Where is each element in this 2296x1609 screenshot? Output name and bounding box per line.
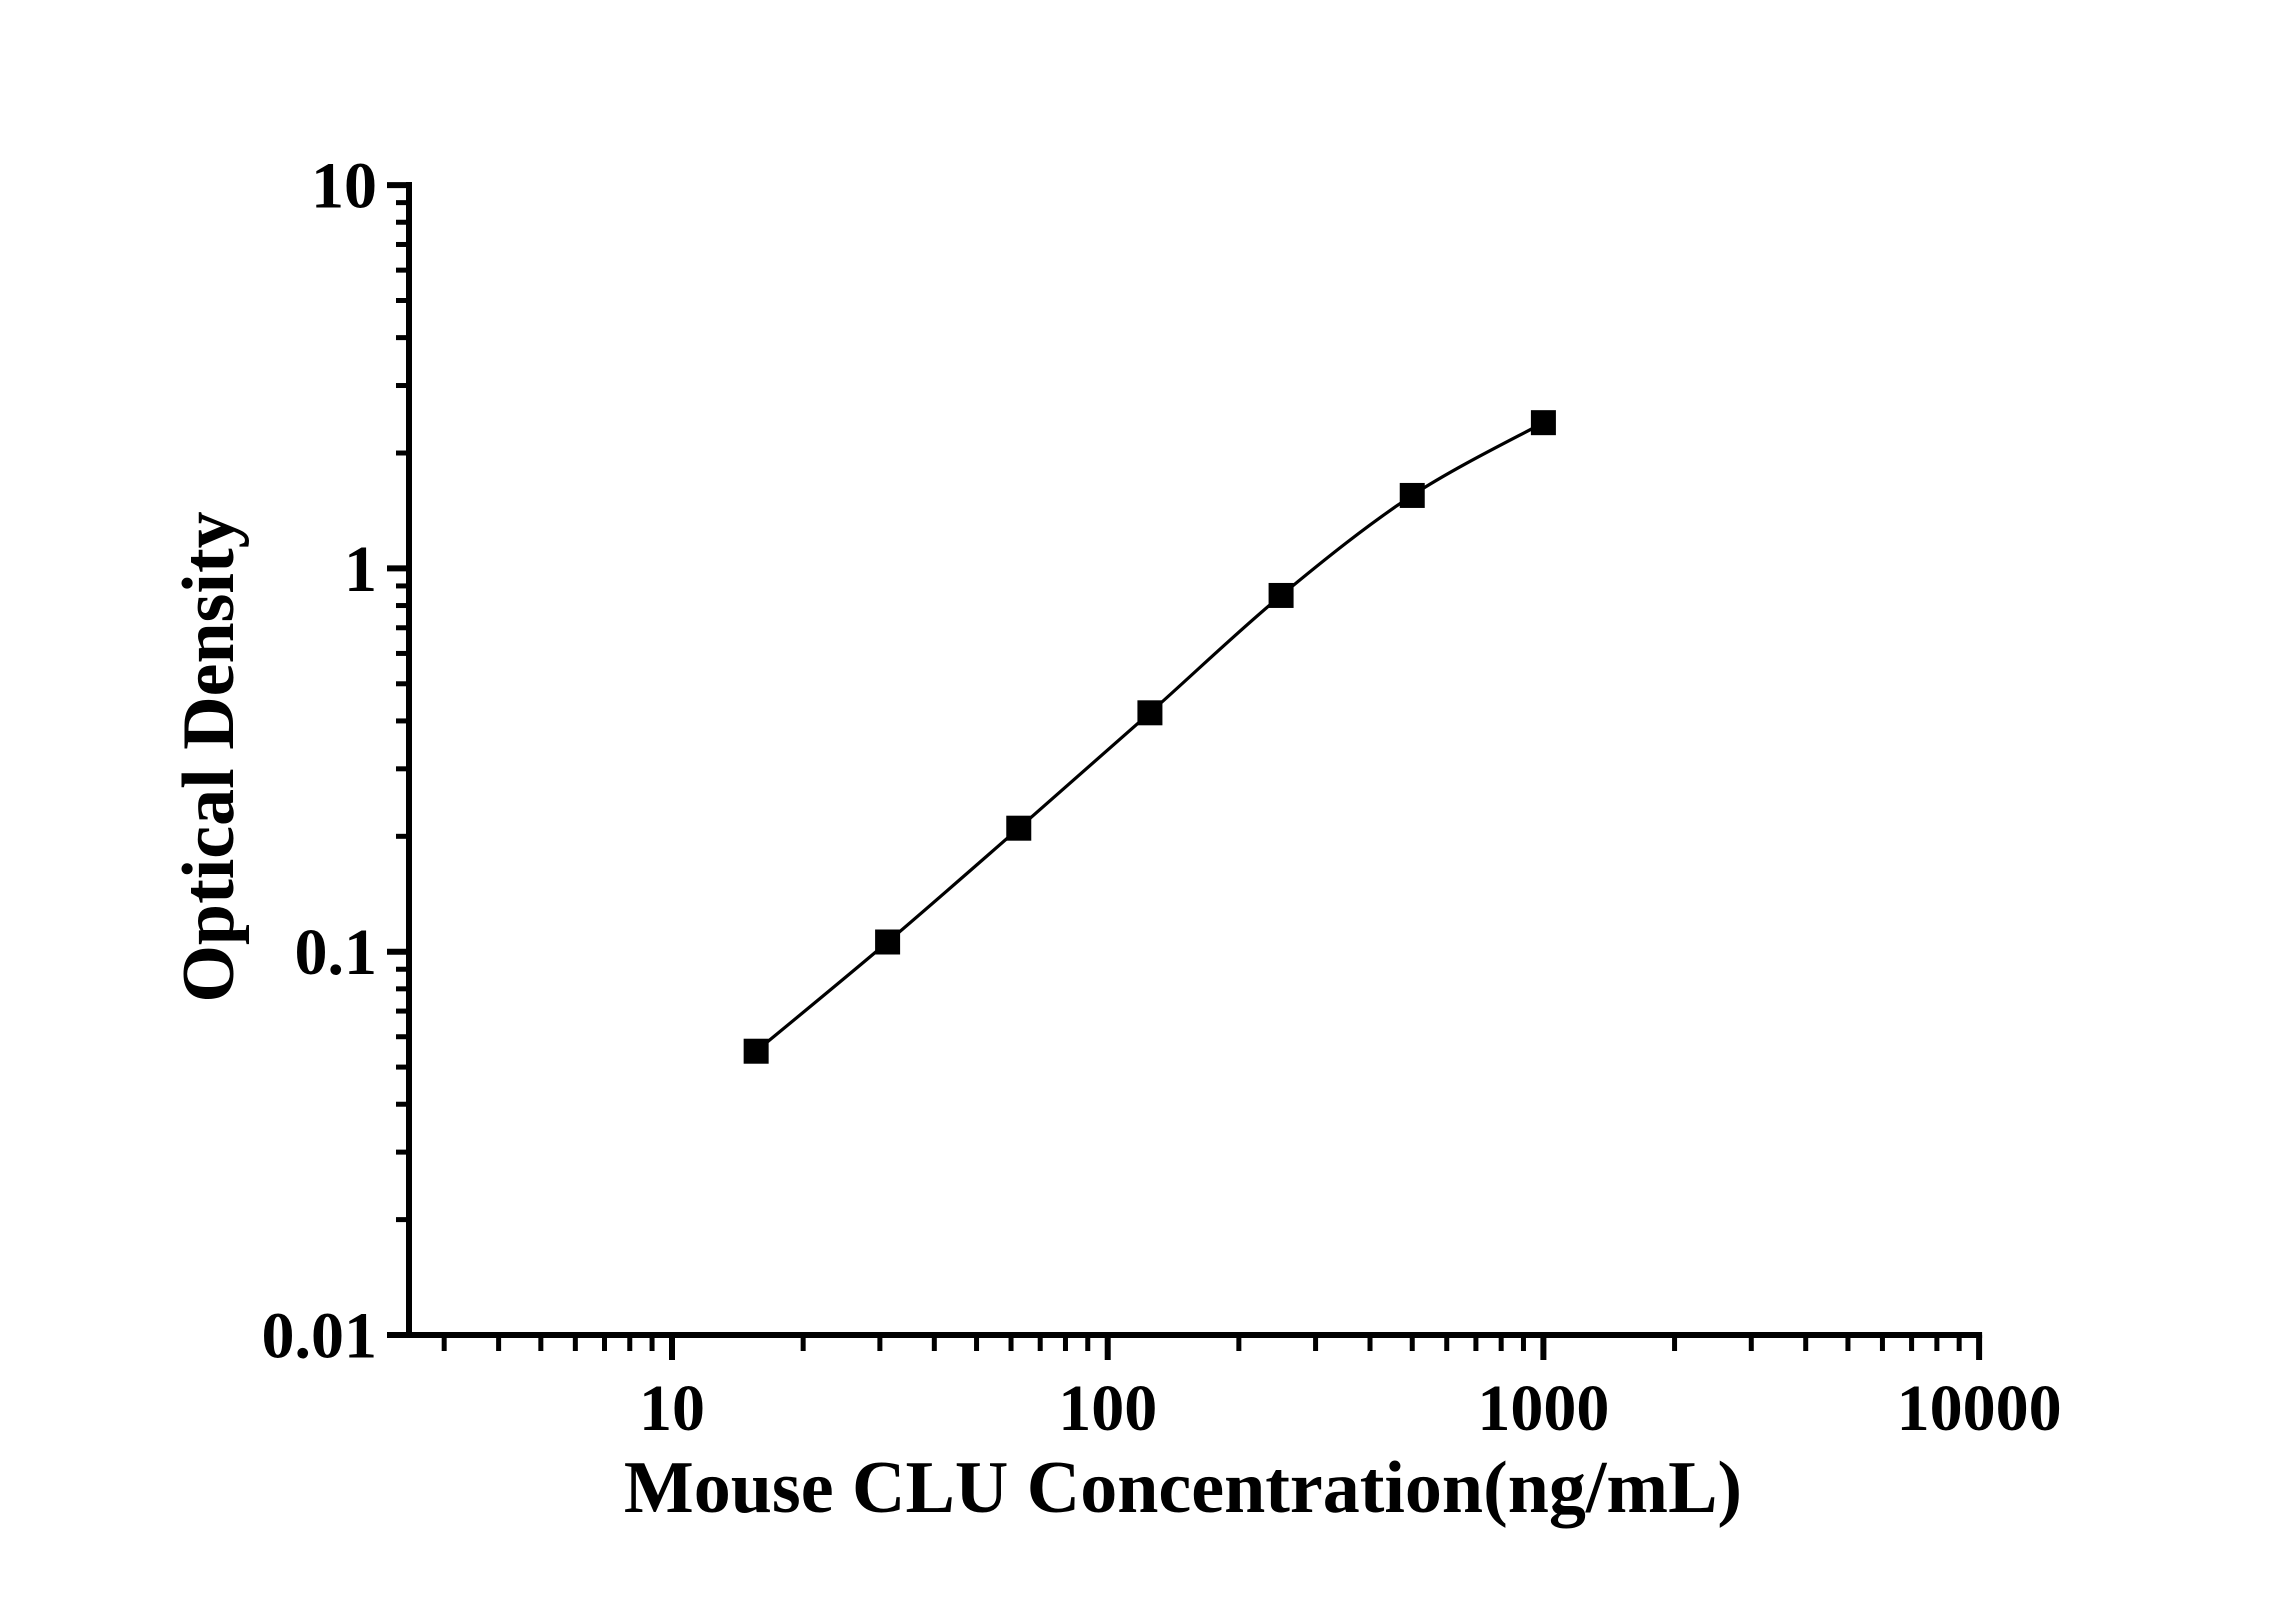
x-axis-tick-label: 10 — [639, 1372, 705, 1445]
standard-curve-line — [755, 421, 1545, 1053]
y-axis-tick-label: 0.01 — [262, 1299, 378, 1372]
major-ticks — [387, 182, 1983, 1360]
x-axis-title: Mouse CLU Concentration(ng/mL) — [624, 1447, 1742, 1529]
minor-ticks — [396, 200, 1962, 1351]
series-standard-curve — [743, 410, 1556, 1064]
x-axis-tick-label: 1000 — [1477, 1372, 1609, 1445]
y-axis-tick-label: 10 — [311, 150, 377, 223]
y-axis-tick-label: 1 — [344, 533, 377, 606]
y-axis-title: Optical Density — [168, 511, 250, 1002]
x-axis-tick-label: 100 — [1058, 1372, 1157, 1445]
axes — [406, 182, 1983, 1338]
data-point-marker — [743, 1038, 769, 1064]
x-axis-tick-label: 10000 — [1897, 1372, 2062, 1445]
data-point-marker — [1530, 410, 1556, 436]
data-point-marker — [1137, 700, 1163, 726]
data-point-marker — [1399, 482, 1425, 508]
data-point-marker — [875, 929, 901, 955]
y-axis-tick-label: 0.1 — [295, 916, 378, 989]
data-point-marker — [1268, 582, 1294, 608]
data-point-marker — [1006, 815, 1032, 841]
tick-labels: 10 100 1000 10000 10 1 0.1 0.01 — [262, 150, 2062, 1445]
